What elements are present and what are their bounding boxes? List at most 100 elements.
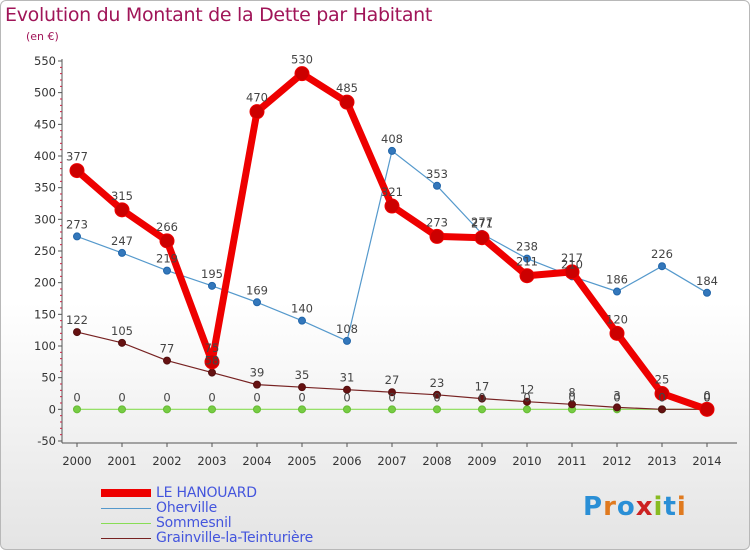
data-label: 277 [471, 215, 493, 229]
data-label: 0 [478, 390, 485, 404]
data-point [658, 405, 666, 414]
data-label: 226 [651, 247, 673, 261]
data-label: 17 [475, 380, 490, 394]
data-label: 0 [298, 390, 305, 404]
data-labels: 2732472191951691401084083532772382101862… [66, 53, 718, 405]
data-point [118, 405, 126, 414]
data-label: 120 [606, 312, 628, 326]
data-label: 0 [73, 390, 80, 404]
data-label: 0 [253, 390, 260, 404]
y-tick-label: 250 [34, 244, 56, 258]
y-tick-label: 150 [34, 307, 56, 321]
data-point [523, 397, 531, 406]
data-label: 0 [703, 390, 710, 404]
data-label: 273 [426, 215, 448, 229]
legend-label: Sommesnil [156, 515, 232, 531]
data-point [388, 405, 396, 414]
legend-swatch [101, 523, 151, 524]
data-point [69, 163, 85, 179]
axes: -500501001502002503003504004505005502000… [34, 54, 737, 468]
data-point [298, 316, 306, 325]
data-label: 186 [606, 273, 628, 287]
data-label: 195 [201, 267, 223, 281]
data-label: 210 [561, 257, 583, 271]
logo-letter: t [663, 492, 677, 522]
data-point [523, 254, 531, 263]
data-label: 0 [208, 390, 215, 404]
x-tick-label: 2013 [647, 454, 676, 468]
data-label: 266 [156, 220, 178, 234]
data-label: 271 [471, 217, 493, 231]
data-label: 39 [250, 366, 265, 380]
data-point [159, 233, 175, 249]
data-label: 0 [388, 390, 395, 404]
data-point [339, 94, 355, 110]
data-point [478, 394, 486, 403]
data-label: 25 [655, 373, 670, 387]
data-point [249, 104, 265, 120]
data-label: 408 [381, 132, 403, 146]
data-point [294, 66, 310, 82]
data-point [613, 287, 621, 296]
y-tick-label: 300 [34, 212, 56, 226]
data-label: 27 [385, 373, 400, 387]
logo-letter: P [583, 492, 604, 522]
data-point [699, 401, 715, 417]
y-tick-label: 500 [34, 86, 56, 100]
data-label: 485 [336, 81, 358, 95]
x-tick-label: 2004 [242, 454, 271, 468]
y-tick-label: 450 [34, 117, 56, 131]
y-tick-label: 50 [41, 371, 56, 385]
data-label: 169 [246, 283, 268, 297]
data-point [118, 248, 126, 257]
data-point [298, 405, 306, 414]
data-label: 238 [516, 240, 538, 254]
y-tick-label: 400 [34, 149, 56, 163]
data-point [388, 388, 396, 397]
data-point [523, 405, 531, 414]
y-tick-label: 0 [49, 402, 56, 416]
x-tick-label: 2005 [287, 454, 316, 468]
data-point [433, 405, 441, 414]
data-label: 0 [118, 390, 125, 404]
data-point [478, 405, 486, 414]
data-label: 12 [520, 383, 535, 397]
legend-label: Grainville-la-Teinturière [156, 530, 314, 546]
data-point [343, 405, 351, 414]
data-label: 58 [205, 354, 220, 368]
data-point [118, 338, 126, 347]
data-label: 321 [381, 185, 403, 199]
logo-letter: i [676, 492, 687, 522]
x-tick-label: 2006 [332, 454, 361, 468]
data-point [474, 230, 490, 246]
data-label: 0 [703, 388, 710, 402]
data-point [163, 266, 171, 275]
chart-title: Evolution du Montant de la Dette par Hab… [5, 4, 433, 26]
y-tick-label: 350 [34, 181, 56, 195]
data-point [298, 383, 306, 392]
logo-letter: i [653, 492, 664, 522]
data-point [613, 403, 621, 412]
x-tick-label: 2012 [602, 454, 631, 468]
logo-letter: o [616, 492, 636, 522]
logo-letter: x [635, 492, 654, 522]
data-point [388, 146, 396, 155]
data-point [564, 264, 580, 280]
data-point [73, 405, 81, 414]
data-point [703, 288, 711, 297]
x-tick-label: 2000 [62, 454, 91, 468]
data-label: 108 [336, 322, 358, 336]
y-tick-label: 550 [34, 54, 56, 68]
data-label: 3 [613, 388, 620, 402]
legend-swatch [101, 489, 151, 497]
data-label: 0 [613, 390, 620, 404]
x-tick-label: 2003 [197, 454, 226, 468]
data-label: 217 [561, 251, 583, 265]
data-label: 140 [291, 302, 313, 316]
data-label: 0 [658, 390, 665, 404]
data-label: 211 [516, 255, 538, 269]
data-point [433, 390, 441, 399]
y-tick-label: -50 [37, 434, 56, 448]
data-label: 75 [205, 341, 220, 355]
